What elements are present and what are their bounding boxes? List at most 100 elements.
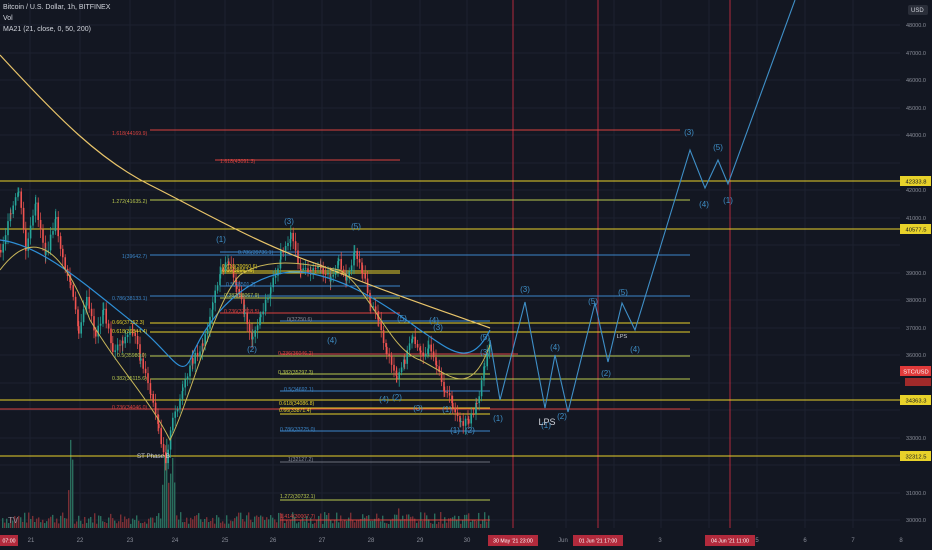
volume-bar: [370, 520, 372, 528]
candle-body: [37, 202, 39, 220]
volume-bar: [238, 512, 240, 528]
volume-bar: [186, 517, 188, 528]
volume-bar: [28, 512, 30, 528]
volume-bar: [100, 516, 102, 528]
wave-label: (1): [541, 421, 551, 430]
candle-body: [350, 265, 353, 272]
candle-body: [132, 332, 134, 334]
candle-body: [312, 268, 314, 271]
volume-bar: [348, 517, 350, 528]
candle-body: [269, 293, 272, 298]
candle-body: [59, 236, 62, 249]
candle-body: [236, 285, 238, 289]
candle-body: [374, 306, 377, 313]
volume-bar: [164, 455, 166, 528]
volume-bar: [168, 482, 170, 528]
price-tag-label: 42333.8: [906, 180, 927, 186]
candle-body: [152, 393, 154, 403]
fib-level-label: 0.618(34086.8): [279, 401, 314, 407]
fib-level-label: 1(39642.7): [122, 254, 147, 260]
volume-bar: [358, 520, 360, 528]
candle-body: [88, 296, 90, 309]
volume-bar: [364, 517, 366, 528]
volume-bar: [352, 519, 354, 528]
candle-body: [80, 322, 82, 334]
candle-body: [7, 221, 9, 236]
volume-bar: [166, 438, 168, 528]
volume-bar: [208, 522, 210, 528]
volume-bar: [432, 523, 434, 528]
candle-body: [462, 421, 464, 426]
volume-bar: [346, 520, 348, 528]
volume-bar: [398, 508, 400, 528]
candle-body: [243, 299, 245, 315]
volume-bar: [178, 519, 180, 528]
volume-bar: [262, 516, 264, 528]
candle-body: [147, 373, 149, 384]
candle-body: [395, 370, 398, 376]
volume-bar: [212, 517, 214, 528]
volume-bar: [160, 518, 162, 528]
candle-body: [194, 352, 196, 364]
volume-bar: [158, 513, 160, 528]
candle-body: [232, 266, 235, 278]
volume-bar: [78, 515, 80, 528]
volume-bar: [240, 512, 242, 528]
volume-bar: [308, 522, 310, 528]
volume-bar: [146, 523, 148, 528]
elliott-projection-path: [489, 0, 796, 413]
candle-body: [324, 273, 327, 275]
volume-bar: [210, 520, 212, 528]
volume-bar: [302, 517, 304, 528]
volume-bar: [108, 517, 110, 528]
candle-body: [438, 366, 440, 373]
volume-bar: [50, 516, 52, 528]
candle-body: [280, 251, 282, 260]
candle-body: [82, 309, 85, 323]
fib-level-label: 0.66(38967.9): [222, 268, 255, 274]
volume-bar: [326, 514, 328, 528]
candle-body: [186, 376, 189, 380]
wave-label: (5): [618, 288, 628, 297]
volume-bar: [30, 518, 32, 528]
volume-bar: [480, 523, 482, 528]
volume-bar: [366, 515, 368, 528]
volume-bar: [170, 473, 172, 528]
volume-bar: [176, 515, 178, 528]
candle-body: [476, 402, 478, 404]
candle-body: [366, 278, 369, 293]
candle-body: [406, 350, 408, 364]
time-axis-tick: 26: [270, 538, 277, 544]
volume-bar: [46, 521, 48, 528]
candle-body: [408, 343, 411, 351]
volume-bar: [476, 521, 478, 528]
wave-label: (2): [557, 412, 567, 421]
volume-bar: [378, 518, 380, 528]
candle-body: [222, 267, 224, 271]
left-date-flag-label: 07:00: [3, 539, 16, 545]
fib-level-label: 0.5(34692.1): [284, 387, 314, 393]
volume-bar: [138, 520, 140, 528]
candle-body: [419, 347, 421, 351]
volume-bar: [274, 519, 276, 528]
volume-bar: [224, 523, 226, 528]
candle-body: [2, 244, 4, 253]
price-axis-tick: 37000.0: [906, 326, 926, 332]
candle-body: [10, 213, 12, 215]
volume-bar: [194, 516, 196, 528]
volume-bar: [144, 521, 146, 528]
candle-body: [454, 407, 456, 413]
candle-body: [475, 402, 477, 415]
volume-bar: [14, 516, 16, 528]
candle-body: [9, 213, 12, 222]
volume-bar: [460, 523, 462, 528]
volume-bar: [428, 519, 430, 528]
candle-body: [356, 250, 358, 259]
wave-label: (3): [413, 404, 423, 413]
candle-body: [430, 344, 432, 352]
price-tag-label: 34363.3: [906, 399, 927, 405]
volume-bar: [294, 516, 296, 528]
volume-bar: [468, 513, 470, 528]
